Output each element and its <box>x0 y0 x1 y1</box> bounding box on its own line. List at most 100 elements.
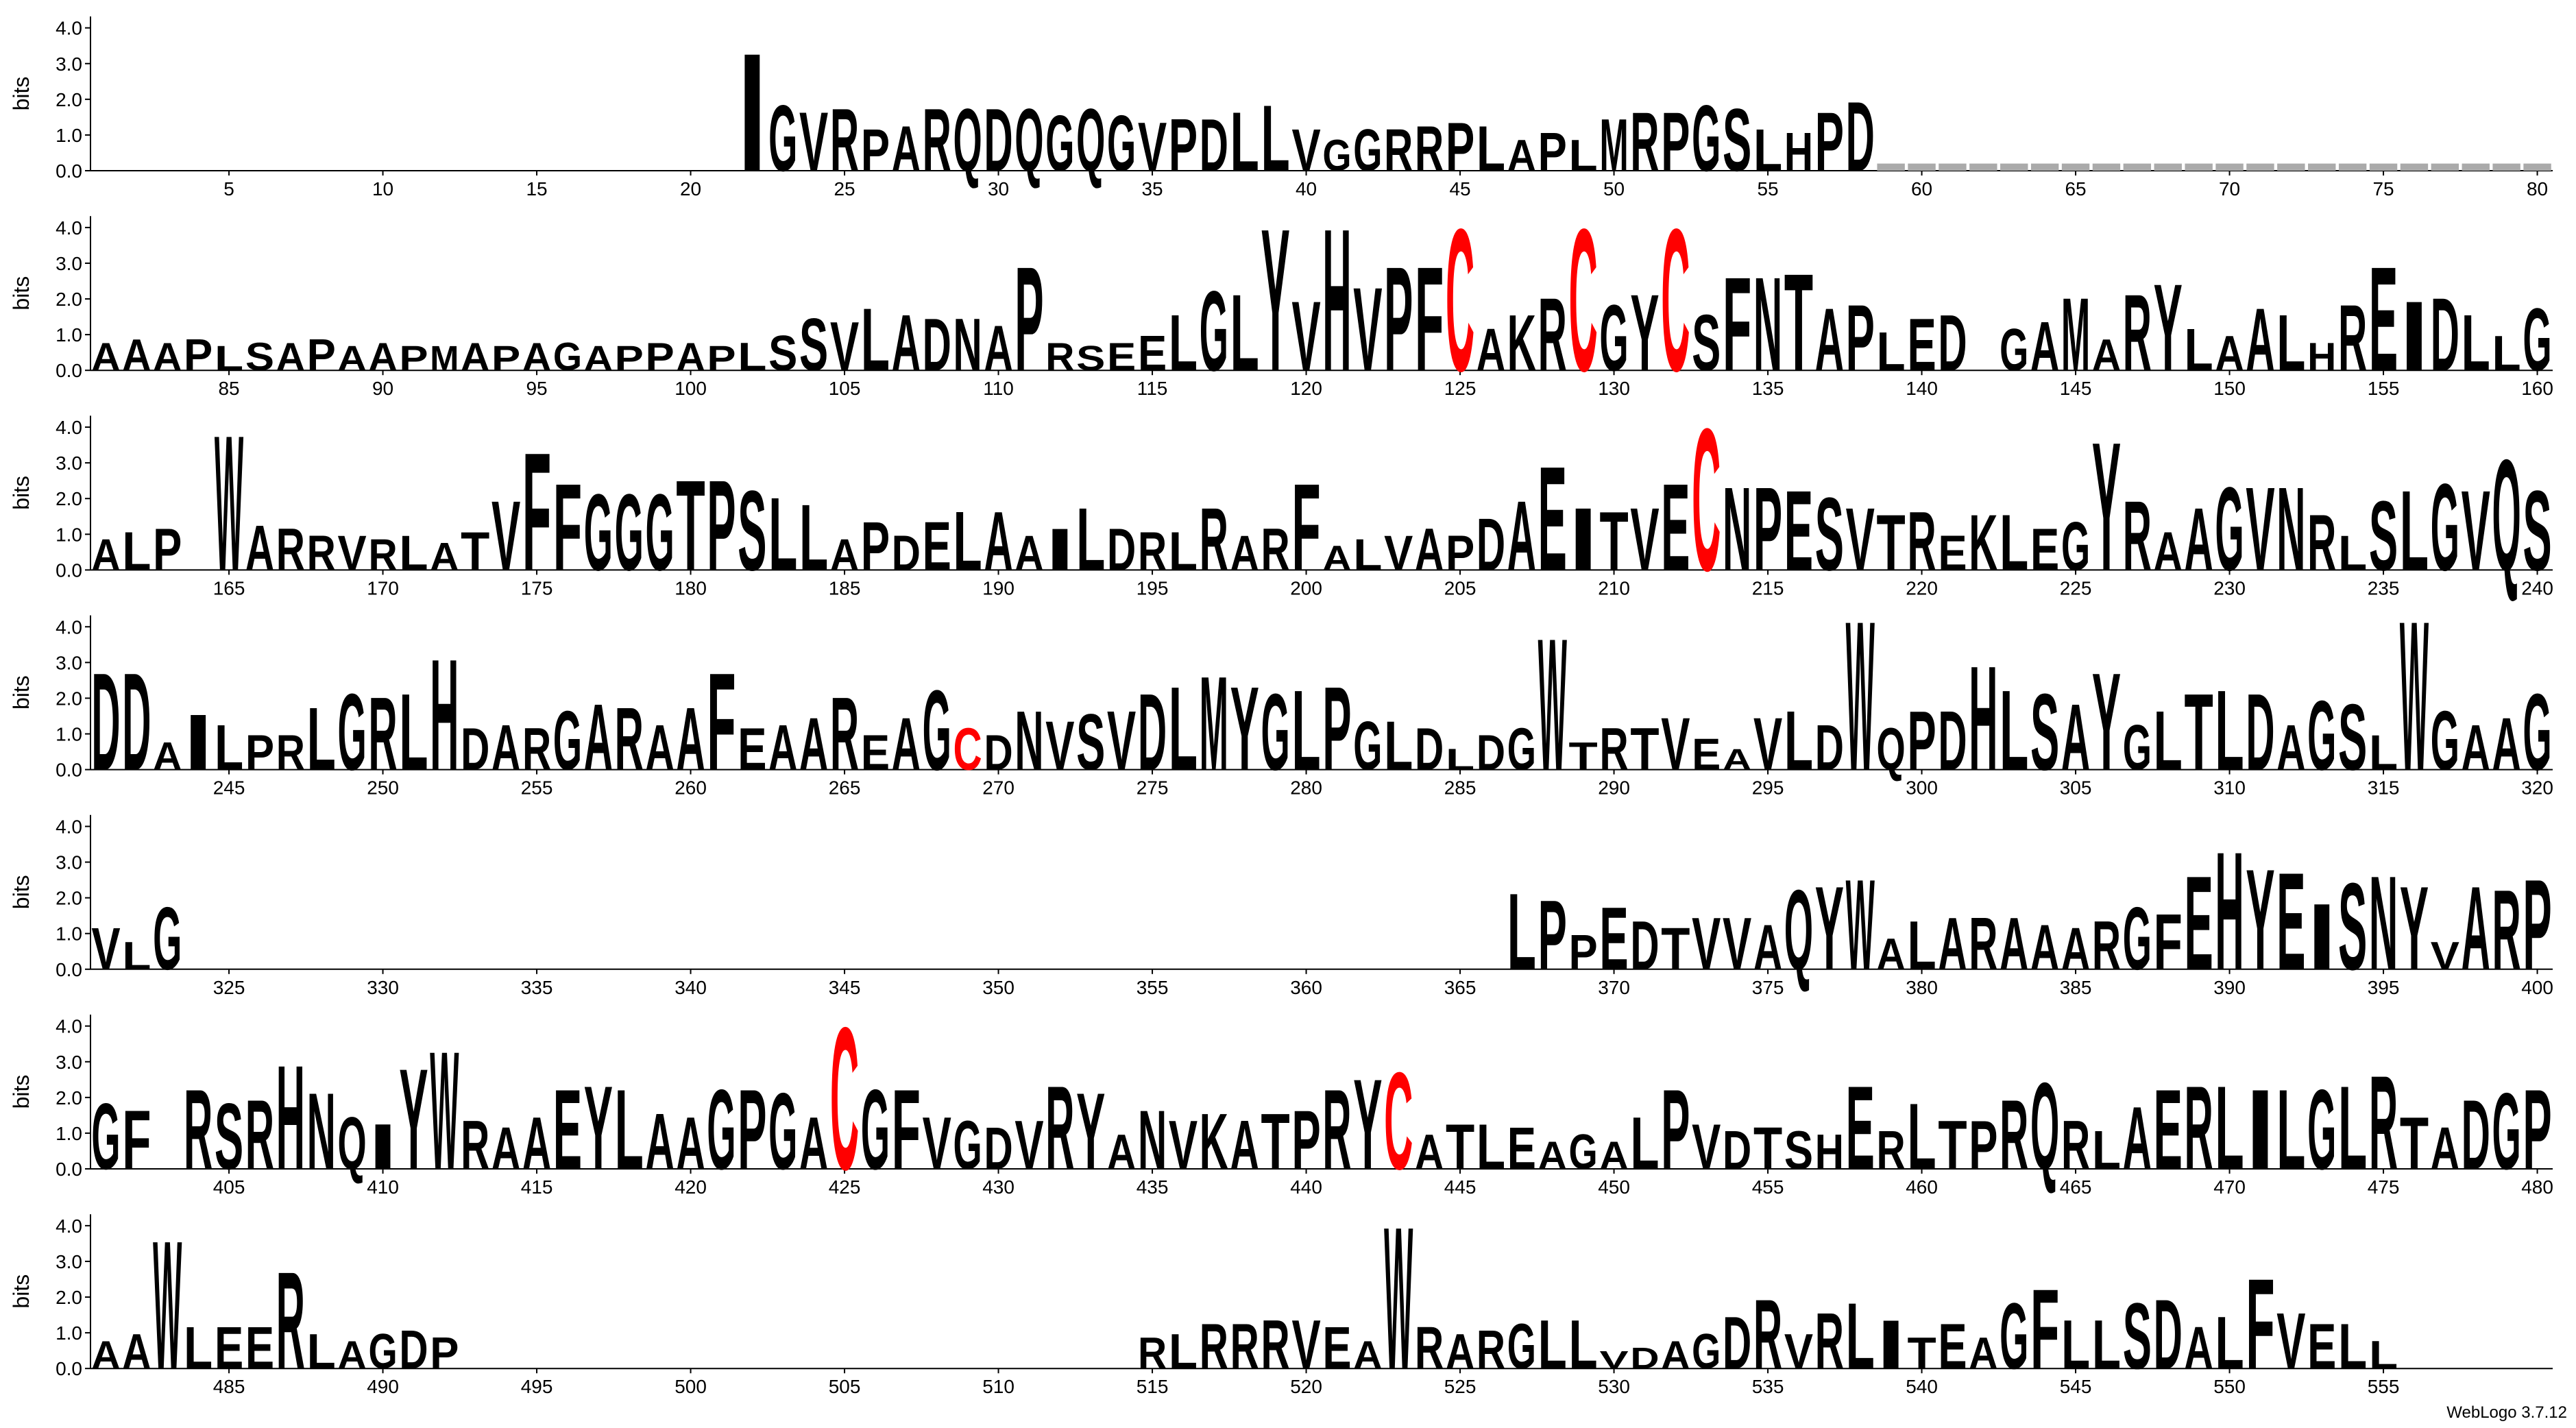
x-tick-label: 345 <box>829 977 861 998</box>
residue: L <box>1230 273 1259 394</box>
y-axis-label: bits <box>9 77 34 111</box>
y-tick-label: 3.0 <box>56 253 82 274</box>
residue: G <box>2307 680 2336 791</box>
y-tick-label: 0.0 <box>56 360 82 381</box>
residue: A <box>1661 1333 1690 1377</box>
residue: A <box>1322 538 1351 577</box>
residue: E <box>215 1314 243 1381</box>
residue: L <box>2061 1307 2090 1384</box>
residue: D <box>2246 672 2274 793</box>
residue: E <box>553 1067 582 1194</box>
y-tick-label: 3.0 <box>56 452 82 474</box>
residue: G <box>91 1084 120 1189</box>
residue: S <box>215 1084 243 1189</box>
y-tick-label: 0.0 <box>56 1358 82 1379</box>
residue: G <box>1507 1310 1536 1383</box>
x-tick-label: 55 <box>1757 178 1778 199</box>
residue: F <box>707 644 736 799</box>
residue: L <box>307 689 336 789</box>
residue: P <box>1661 1067 1690 1194</box>
residue: R <box>1599 716 1628 782</box>
x-tick-label: 260 <box>675 777 707 799</box>
residue: D <box>1630 1342 1659 1375</box>
residue: Q <box>1076 90 1105 190</box>
residue: R <box>615 689 644 789</box>
residue: T <box>1784 244 1813 400</box>
x-tick-label: 535 <box>1752 1376 1784 1397</box>
residue: A <box>1723 743 1751 776</box>
residue: R <box>1200 1310 1228 1383</box>
x-tick-label: 255 <box>521 777 553 799</box>
x-tick-label: 360 <box>1290 977 1322 998</box>
residue: D <box>1846 82 1875 193</box>
residue: L <box>738 335 766 378</box>
x-tick-label: 100 <box>675 378 707 399</box>
residue: N <box>1723 463 1751 596</box>
blank-stack <box>2000 163 2028 171</box>
residue: Q <box>2030 1057 2059 1196</box>
residue: Y <box>2092 644 2121 799</box>
x-tick-label: 300 <box>1906 777 1938 799</box>
residue: A <box>2185 489 2213 590</box>
residue: L <box>799 485 828 590</box>
residue: A <box>153 335 182 378</box>
residue: A <box>2185 1314 2213 1381</box>
residue: E <box>1938 1310 1967 1383</box>
x-tick-label: 485 <box>213 1376 245 1397</box>
residue: F <box>1723 250 1751 399</box>
residue: N <box>2276 463 2305 596</box>
residue: P <box>2523 1067 2551 1194</box>
blank-stack <box>1939 163 1967 171</box>
residue: P <box>738 1067 766 1194</box>
residue: L <box>2276 1067 2305 1194</box>
residue: R <box>1138 521 1167 582</box>
residue: T <box>1261 1097 1290 1185</box>
residue: D <box>1815 711 1844 784</box>
residue: C <box>1661 186 1690 413</box>
residue: A <box>91 1333 120 1377</box>
residue: A <box>676 1102 705 1185</box>
residue: A <box>676 335 705 378</box>
x-tick-label: 125 <box>1444 378 1477 399</box>
residue: G <box>615 472 644 594</box>
x-tick-label: 455 <box>1752 1176 1784 1198</box>
residue: I <box>738 18 766 206</box>
residue: E <box>1692 729 1721 779</box>
residue: Y <box>584 1062 613 1195</box>
residue: V <box>1291 281 1320 392</box>
residue: G <box>2523 672 2551 793</box>
residue: I <box>368 1111 397 1183</box>
residue: F <box>1415 236 1444 402</box>
residue: S <box>1692 298 1721 387</box>
residue: V <box>1384 526 1413 581</box>
residue: F <box>553 458 582 596</box>
y-tick-label: 1.0 <box>56 923 82 945</box>
residue: F <box>2246 1252 2274 1396</box>
residue: Y <box>2400 862 2429 995</box>
residue: A <box>1415 1124 1444 1179</box>
x-tick-label: 240 <box>2521 577 2553 598</box>
residue: A <box>2431 1115 2459 1181</box>
residue: G <box>953 1106 982 1184</box>
residue: V <box>1630 489 1659 590</box>
residue: G <box>2492 1072 2521 1193</box>
residue: L <box>2369 725 2398 780</box>
residue: T <box>1938 1106 1967 1184</box>
residue: R <box>1261 1307 1290 1384</box>
residue: G <box>707 1067 736 1194</box>
residue: D <box>1477 725 1505 780</box>
residue: V <box>1661 703 1690 786</box>
x-tick-label: 105 <box>829 378 861 399</box>
x-tick-label: 235 <box>2368 577 2400 598</box>
x-tick-label: 30 <box>988 178 1009 199</box>
residue: G <box>646 472 675 594</box>
x-tick-label: 95 <box>526 378 547 399</box>
residue: K <box>1200 1097 1228 1185</box>
residue: A <box>676 689 705 789</box>
residue: R <box>2123 273 2152 394</box>
x-tick-label: 555 <box>2368 1376 2400 1397</box>
residue: L <box>1446 743 1474 776</box>
residue: A <box>2030 911 2059 984</box>
blank-stack <box>2492 163 2520 171</box>
residue: L <box>122 934 151 978</box>
